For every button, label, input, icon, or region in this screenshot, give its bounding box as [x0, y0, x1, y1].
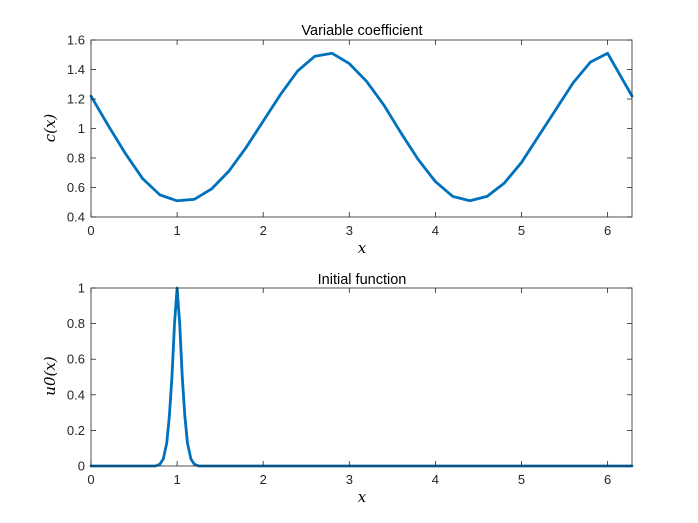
x-tick-label: 5 [518, 223, 525, 238]
y-tick-label: 0.2 [67, 423, 85, 438]
chart-title: Initial function [318, 272, 407, 288]
y-tick-label: 0.6 [67, 352, 85, 367]
series-line-0 [89, 51, 634, 203]
axes-frame [90, 287, 633, 467]
y-tick-label: 1.4 [67, 62, 85, 77]
x-axis-label: x [358, 239, 367, 257]
y-tick-label: 0 [78, 459, 85, 474]
y-tick-label: 0.4 [67, 210, 85, 225]
y-tick-label: 1.2 [67, 92, 85, 107]
y-tick-label: 0.4 [67, 387, 85, 402]
chart-title: Variable coefficient [301, 23, 422, 39]
x-tick-label: 1 [173, 223, 180, 238]
x-tick-label: 4 [432, 223, 439, 238]
x-tick-label: 2 [260, 223, 267, 238]
axes-frame [90, 39, 633, 218]
x-tick-label: 1 [173, 472, 180, 487]
x-tick-label: 0 [87, 472, 94, 487]
plot-variable-coefficient: Variable coefficient x c(x) 0 1 2 3 4 5 6 0.4 0.… [41, 23, 634, 257]
y-tick-label: 1.6 [67, 33, 85, 48]
y-axis-label: c(x) [41, 114, 59, 143]
y-tick-label: 0.6 [67, 180, 85, 195]
x-tick-label: 6 [604, 472, 611, 487]
x-tick-label: 5 [518, 472, 525, 487]
x-tick-label: 2 [260, 472, 267, 487]
x-tick-label: 3 [346, 223, 353, 238]
y-axis-label: u0(x) [41, 356, 59, 396]
x-axis-label: x [358, 488, 367, 506]
plot-initial-function: Initial function x u0(x) 0 1 2 3 4 5 6 0 0.2 0.4 0… [41, 272, 634, 506]
series-line-0 [89, 286, 634, 468]
x-tick-label: 4 [432, 472, 439, 487]
y-tick-label: 0.8 [67, 316, 85, 331]
x-tick-label: 0 [87, 223, 94, 238]
x-tick-label: 6 [604, 223, 611, 238]
y-tick-label: 0.8 [67, 151, 85, 166]
x-tick-label: 3 [346, 472, 353, 487]
y-tick-label: 1 [78, 281, 85, 296]
y-tick-label: 1 [78, 121, 85, 136]
